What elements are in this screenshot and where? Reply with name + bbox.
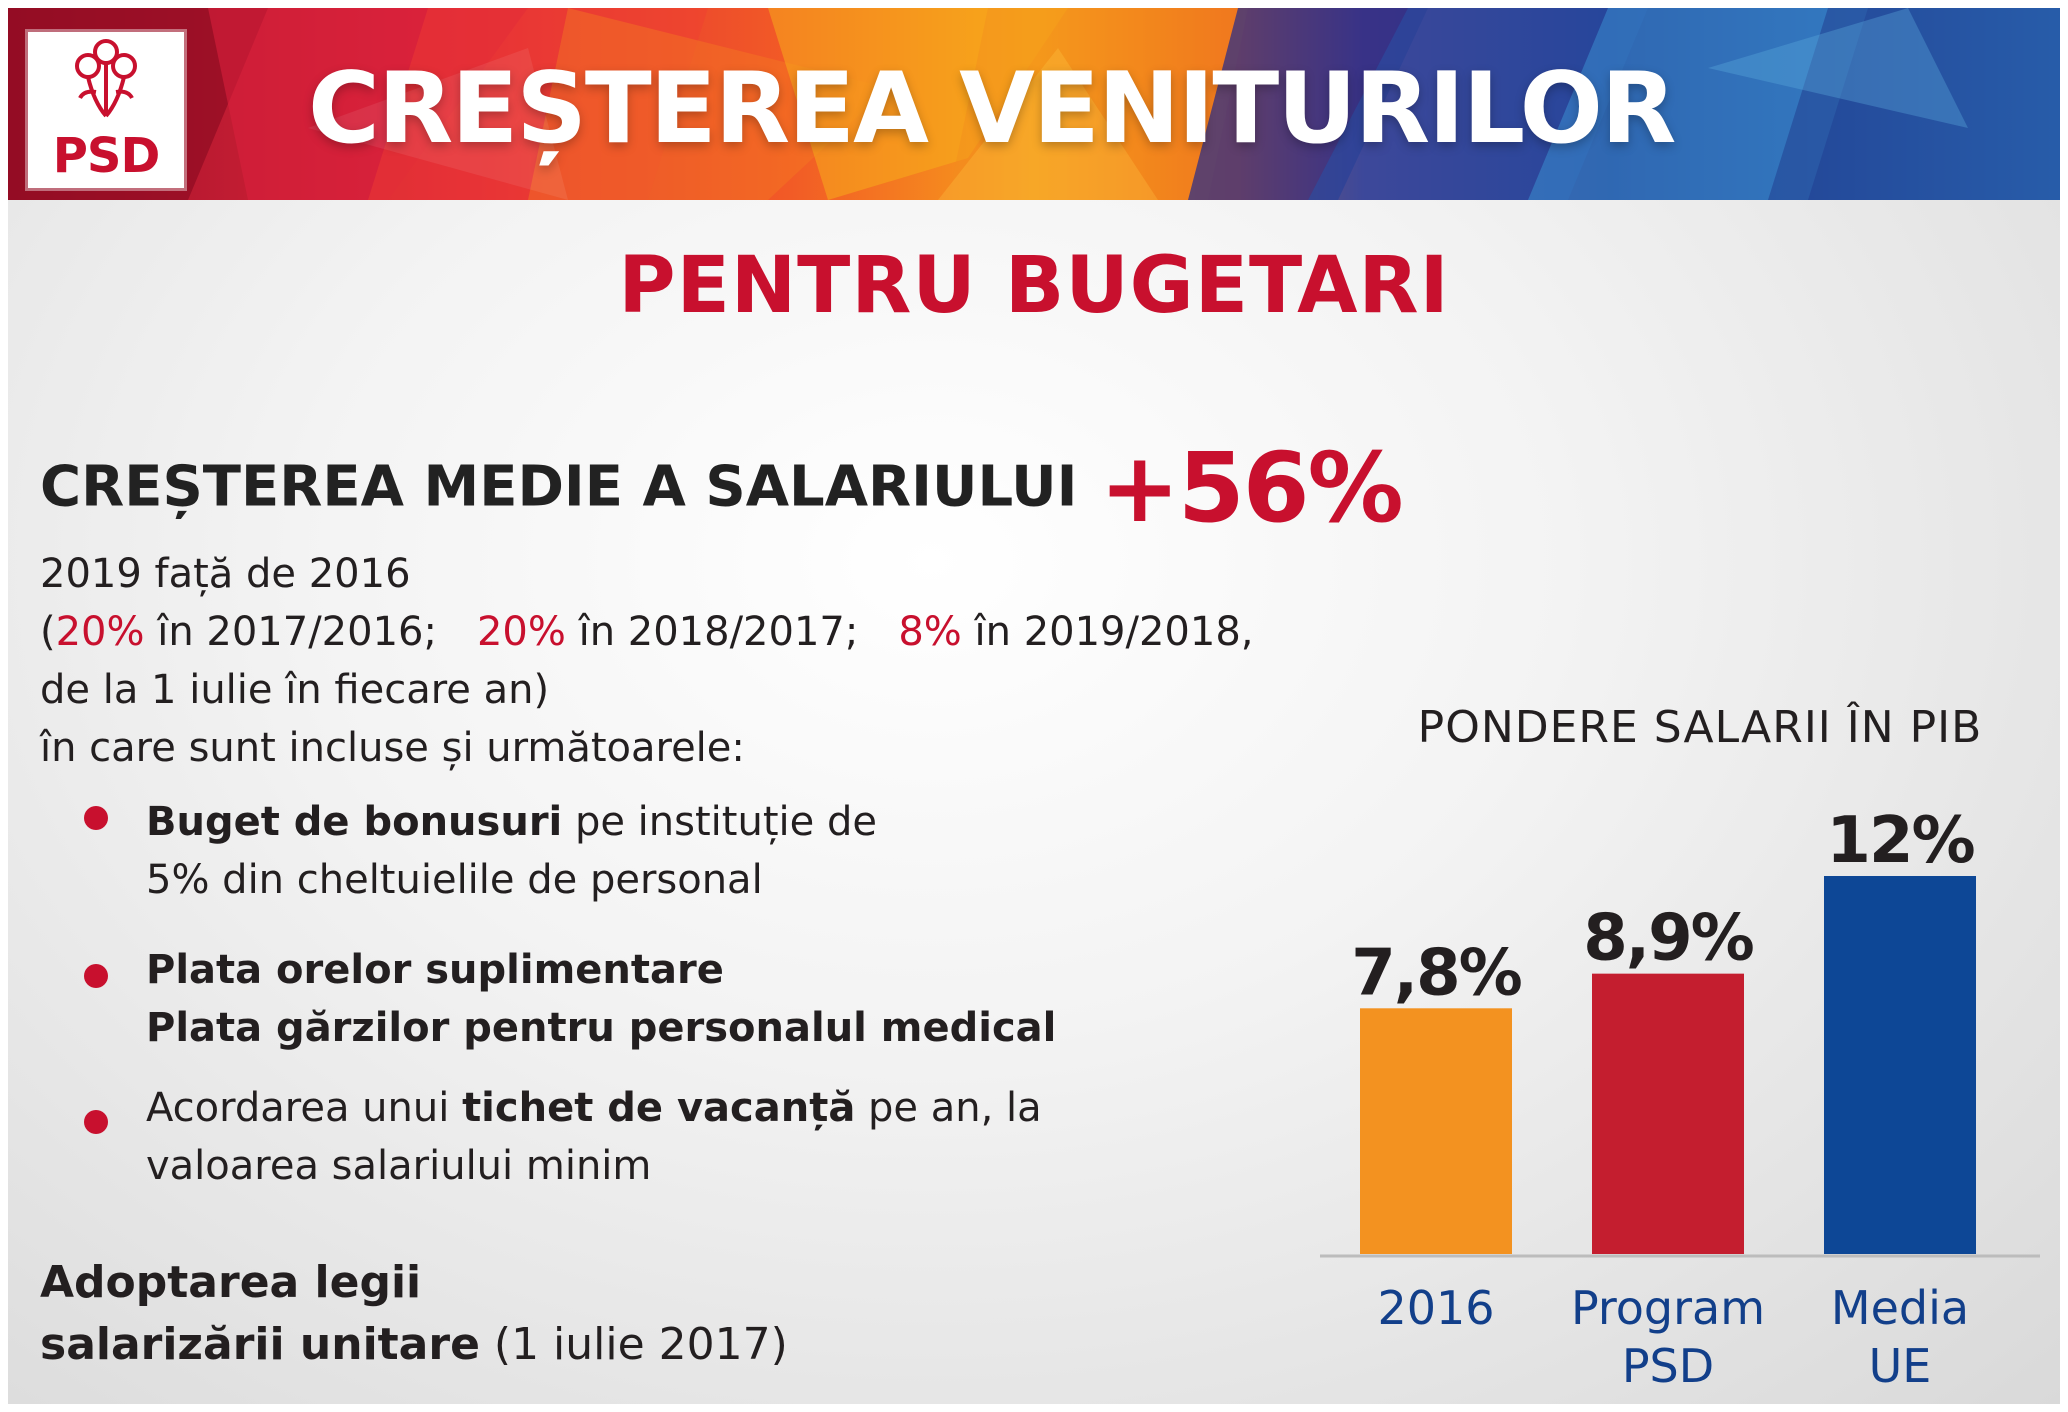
bar-chart: 7,8% 2016 8,9% Program PSD 12% Media UE <box>1320 804 2040 1393</box>
bar-3 <box>1824 876 1976 1254</box>
bullet-1-line-2: 5% din cheltuielile de personal <box>146 857 763 903</box>
subtitle: PENTRU BUGETARI <box>618 241 1450 331</box>
bar-1 <box>1360 1008 1512 1254</box>
bullet-dot-icon <box>84 964 108 988</box>
bullet-3-post: pe an, la <box>855 1085 1042 1131</box>
bullet-3-bold: tichet de vacanță <box>462 1085 856 1131</box>
category-label-1: 2016 <box>1377 1281 1494 1335</box>
bullet-dot-icon <box>84 806 108 830</box>
period-2019: în 2019/2018, <box>961 609 1254 655</box>
category-label-3: Media UE <box>1831 1281 1969 1393</box>
page-title: CREȘTEREA VENITURILOR <box>308 52 1676 166</box>
value-label-2: 8,9% <box>1583 902 1753 976</box>
period-2017: în 2017/2016; <box>144 609 437 655</box>
effective-date: de la 1 iulie în fiecare an) <box>40 667 550 713</box>
increase-2019: 8% <box>898 609 962 655</box>
bullet-1-bold: Buget de bonusuri <box>146 799 563 845</box>
bullet-2-line-2: Plata gărzilor pentru personalul medical <box>146 1005 1057 1051</box>
headline: CREȘTEREA MEDIE A SALARIULUI +56% <box>40 431 1404 544</box>
paren-open: ( <box>40 609 56 655</box>
bullet-3-line-1: Acordarea unui tichet de vacanță pe an, … <box>146 1080 1042 1136</box>
bar-2 <box>1592 973 1744 1254</box>
psd-logo: PSD <box>28 32 184 188</box>
category-label-2: Program PSD <box>1571 1281 1765 1393</box>
bullet-3-pre: Acordarea unui <box>146 1085 463 1131</box>
chart-title: PONDERE SALARII ÎN PIB <box>1417 702 1983 753</box>
banner-background <box>8 8 2060 200</box>
law-bold: salarizării unitare <box>40 1319 480 1370</box>
law-line-1: Adoptarea legii <box>40 1257 422 1308</box>
law-date: (1 iulie 2017) <box>479 1319 788 1370</box>
headline-label: CREȘTEREA MEDIE A SALARIULUI <box>40 454 1078 520</box>
logo-text: PSD <box>52 128 161 184</box>
bullet-1-rest: pe instituție de <box>562 799 877 845</box>
roses-icon <box>75 39 137 118</box>
value-label-3: 12% <box>1826 804 1974 878</box>
bullet-1-line-1: Buget de bonusuri pe instituție de <box>146 794 877 850</box>
includes-intro: în care sunt incluse și următoarele: <box>40 725 745 771</box>
yearly-breakdown: (20% în 2017/2016; 20% în 2018/2017; 8% în… <box>40 604 1253 660</box>
increase-2018: 20% <box>476 609 566 655</box>
header-banner: PSD CREȘTEREA VENITURILOR <box>8 8 2060 200</box>
bullet-3-line-2: valoarea salariului minim <box>146 1143 652 1189</box>
value-label-1: 7,8% <box>1351 936 1521 1010</box>
law-line-2: salarizării unitare (1 iulie 2017) <box>40 1314 788 1376</box>
law-note: Adoptarea legii salarizării unitare (1 i… <box>40 1252 788 1376</box>
comparison-line: 2019 față de 2016 <box>40 551 411 597</box>
period-2018: în 2018/2017; <box>565 609 859 655</box>
bullet-2-line-1: Plata orelor suplimentare <box>146 947 724 993</box>
increase-2017: 20% <box>55 609 145 655</box>
bullet-dot-icon <box>84 1110 108 1134</box>
headline-value: +56% <box>1099 431 1403 544</box>
